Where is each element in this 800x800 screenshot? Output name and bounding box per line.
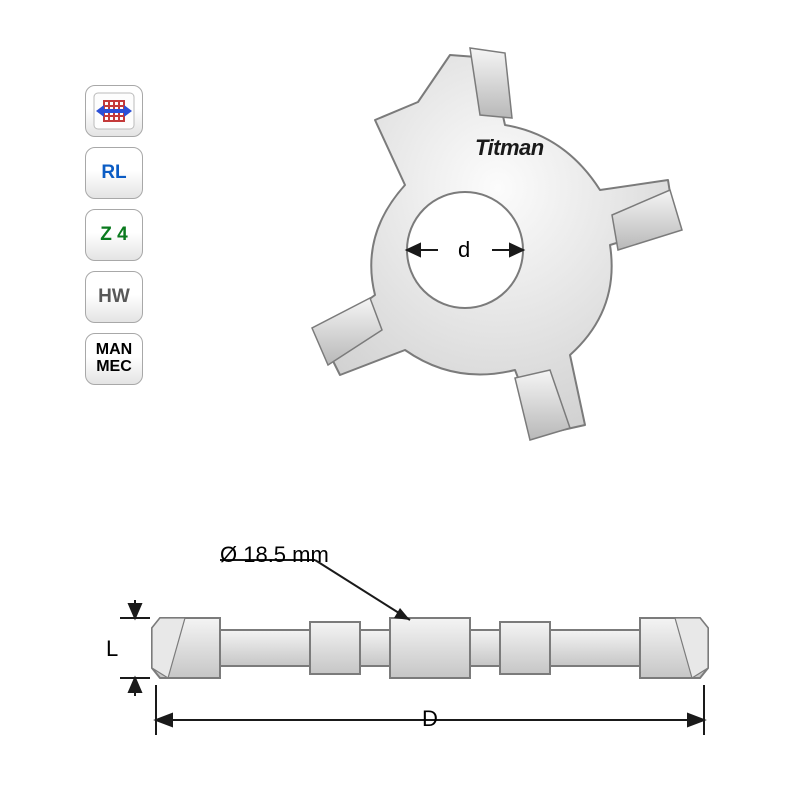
badge-z4: Z 4 — [85, 209, 143, 261]
bore-dim-label: d — [458, 237, 470, 263]
badge-hw-text: HW — [98, 287, 130, 307]
height-dim-label: L — [106, 636, 118, 662]
groover-top-view: Titman d — [170, 20, 730, 500]
badge-z4-text: Z 4 — [100, 225, 127, 245]
groover-top-svg — [170, 20, 730, 500]
hub-diameter-label: Ø 18.5 mm — [220, 542, 329, 568]
badge-manmec-text: MAN MEC — [96, 342, 132, 376]
groover-side-svg — [90, 540, 730, 750]
badge-manmec: MAN MEC — [85, 333, 143, 385]
brand-label: Titman — [475, 135, 544, 161]
badge-rl: RL — [85, 147, 143, 199]
badge-hw: HW — [85, 271, 143, 323]
direction-icon — [92, 91, 136, 131]
width-dim-label: D — [422, 706, 438, 732]
badge-rl-text: RL — [101, 163, 126, 183]
badge-direction-icon — [85, 85, 143, 137]
spec-badge-stack: RL Z 4 HW MAN MEC — [85, 85, 143, 385]
groover-side-view: Ø 18.5 mm D L — [90, 540, 730, 750]
